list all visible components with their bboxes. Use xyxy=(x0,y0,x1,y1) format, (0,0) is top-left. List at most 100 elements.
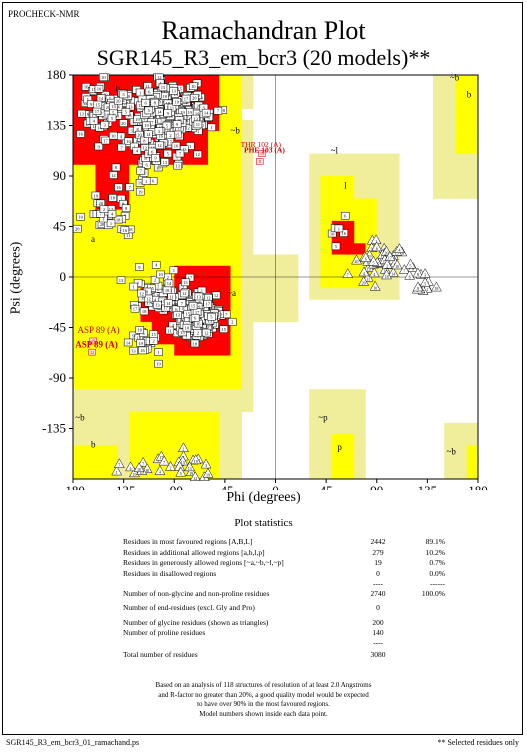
region-cell-allowed xyxy=(219,209,231,222)
region-cell-generous xyxy=(253,288,265,300)
region-cell-core xyxy=(163,310,175,323)
region-cell-generous xyxy=(376,232,389,244)
stats-label: Residues in most favoured regions [A,B,L… xyxy=(123,537,253,546)
region-cell-generous xyxy=(320,445,333,457)
region-cell-generous xyxy=(230,389,243,401)
region-cell-allowed xyxy=(84,321,96,334)
region-cell-allowed xyxy=(106,321,119,334)
svg-text:8: 8 xyxy=(122,202,125,207)
svg-text:17: 17 xyxy=(103,138,108,143)
svg-text:18: 18 xyxy=(167,129,172,134)
region-cell-allowed xyxy=(163,411,175,424)
glycine-point: 7 xyxy=(158,455,170,466)
residue-point: 13 xyxy=(194,292,204,301)
region-cell-allowed xyxy=(219,187,231,199)
svg-text:13: 13 xyxy=(181,460,185,465)
region-cell-allowed xyxy=(196,411,209,424)
residue-point: 13 xyxy=(116,276,126,284)
svg-text:13: 13 xyxy=(111,104,116,109)
region-cell-allowed xyxy=(129,288,141,300)
svg-text:5: 5 xyxy=(424,282,426,287)
footnote-line: and R-factor no greater than 20%, a good… xyxy=(158,690,369,699)
residue-point: 1 xyxy=(169,266,179,275)
residue-point: 16 xyxy=(339,229,349,237)
svg-text:19: 19 xyxy=(206,472,210,477)
svg-text:4: 4 xyxy=(93,119,96,124)
region-cell-core xyxy=(219,333,231,345)
region-cell-allowed xyxy=(230,333,243,345)
glycine-point: 10 xyxy=(369,280,381,291)
region-cell-generous xyxy=(140,400,153,412)
residue-point: 1 xyxy=(135,88,145,97)
region-cell-allowed xyxy=(129,187,141,199)
region-cell-allowed xyxy=(73,232,85,244)
residue-point: 13 xyxy=(160,158,170,166)
residue-point: 4 xyxy=(151,261,161,269)
svg-text:7: 7 xyxy=(179,151,182,156)
region-cell-generous xyxy=(73,411,85,424)
svg-text:14: 14 xyxy=(111,173,116,178)
region-cell-allowed xyxy=(185,232,198,244)
svg-text:13: 13 xyxy=(127,113,132,118)
region-cell-allowed xyxy=(84,243,96,255)
region-cell-generous xyxy=(230,422,243,435)
svg-text:5: 5 xyxy=(372,260,374,265)
region-cell-generous xyxy=(241,131,254,143)
svg-text:10: 10 xyxy=(111,133,116,138)
region-cell-allowed xyxy=(73,378,85,390)
region-cell-generous xyxy=(309,467,321,480)
svg-text:20: 20 xyxy=(156,293,161,298)
svg-text:15: 15 xyxy=(177,87,182,92)
glycine-point: 20 xyxy=(358,276,370,286)
svg-text:1: 1 xyxy=(375,239,377,244)
region-cell-generous xyxy=(309,265,321,278)
region-cell-generous xyxy=(376,187,389,199)
region-cell-allowed xyxy=(151,243,164,255)
region-cell-allowed xyxy=(163,187,175,199)
residue-point: 19 xyxy=(154,359,163,368)
glycine-point: 6 xyxy=(360,252,372,262)
svg-text:17: 17 xyxy=(383,268,387,273)
region-cell-allowed xyxy=(118,333,130,345)
region-cell-allowed xyxy=(354,209,366,222)
svg-text:12: 12 xyxy=(214,293,219,298)
region-cell-allowed xyxy=(73,355,85,368)
svg-text:9: 9 xyxy=(155,95,158,100)
region-cell-core xyxy=(95,164,108,177)
residue-point: 6 xyxy=(142,161,151,169)
region-cell-generous xyxy=(343,400,355,412)
region-cell-generous xyxy=(309,232,321,244)
svg-text:17: 17 xyxy=(133,307,138,312)
residue-point: 16 xyxy=(171,141,181,150)
svg-text:7: 7 xyxy=(130,98,133,103)
region-cell-core xyxy=(196,344,209,356)
region-cell-allowed xyxy=(331,198,344,210)
region-cell-generous xyxy=(354,288,366,300)
svg-text:15: 15 xyxy=(180,330,185,335)
region-cell-generous xyxy=(309,277,321,289)
residue-point: 13 xyxy=(173,161,182,170)
svg-text:9: 9 xyxy=(176,122,179,127)
region-cell-generous xyxy=(309,209,321,222)
region-cell-allowed xyxy=(320,265,333,278)
region-cell-generous xyxy=(320,422,333,435)
region-cell-allowed xyxy=(208,254,220,267)
region-cell-generous xyxy=(433,153,445,166)
region-cell-allowed xyxy=(106,243,119,255)
glycine-point: 4 xyxy=(154,465,166,475)
residue-point: 15 xyxy=(188,301,198,310)
region-cell-generous xyxy=(275,254,288,267)
glycine-point: 7 xyxy=(342,268,354,278)
svg-text:19: 19 xyxy=(368,254,372,259)
residue-point: 17 xyxy=(101,136,110,145)
svg-text:17: 17 xyxy=(167,139,172,144)
svg-text:2: 2 xyxy=(169,133,171,138)
svg-text:7: 7 xyxy=(129,185,132,190)
svg-text:18: 18 xyxy=(116,217,121,222)
region-cell-generous xyxy=(264,265,276,278)
region-cell-generous xyxy=(230,400,243,412)
residue-point: 15 xyxy=(219,325,229,333)
region-cell-allowed xyxy=(320,209,333,222)
region-cell-generous xyxy=(309,243,321,255)
region-cell-allowed xyxy=(174,209,186,222)
